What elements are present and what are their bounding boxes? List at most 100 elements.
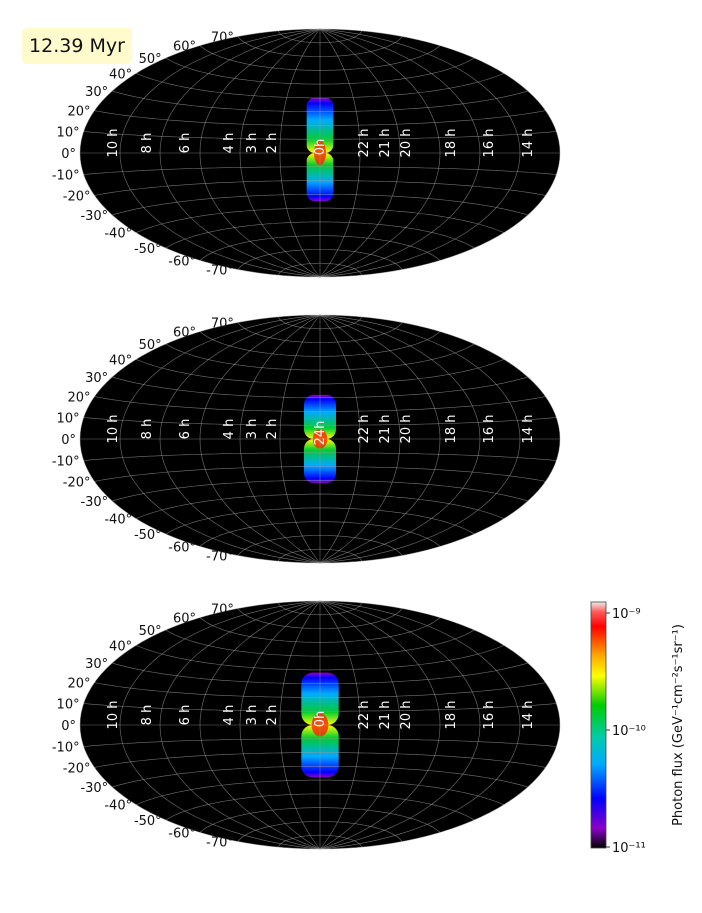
parallel-line	[278, 30, 362, 44]
latitude-label: -40°	[104, 799, 132, 814]
parallel-line	[94, 110, 546, 126]
right-ascension-label: 6 h	[178, 133, 193, 154]
parallel-line	[135, 493, 505, 519]
latitude-label: -70°	[206, 550, 234, 565]
right-ascension-label: 22 h	[357, 415, 372, 444]
parallel-line	[237, 821, 403, 842]
parallel-line	[278, 602, 362, 616]
parallel-line	[165, 343, 475, 371]
right-ascension-label: 20 h	[399, 129, 414, 158]
latitude-label: 60°	[173, 40, 196, 55]
colorbar-tick-label: 10⁻¹¹	[612, 841, 646, 856]
latitude-label: -60°	[168, 826, 196, 841]
right-ascension-label: 14 h	[521, 415, 536, 444]
parallel-line	[237, 36, 403, 57]
latitude-label: -20°	[63, 475, 91, 490]
latitude-label: 0°	[61, 147, 76, 162]
right-ascension-label: 2 h	[265, 705, 280, 726]
parallel-line	[199, 807, 441, 833]
latitude-label: 10°	[57, 698, 80, 713]
parallel-line	[83, 703, 557, 712]
colorbar-scale	[590, 601, 607, 849]
parallel-line	[278, 316, 362, 330]
parallel-line	[94, 396, 546, 412]
latitude-label: 0°	[61, 433, 76, 448]
right-ascension-label: 4 h	[222, 133, 237, 154]
latitude-label: 10°	[57, 126, 80, 141]
right-ascension-label: 16 h	[482, 701, 497, 730]
parallel-line	[237, 608, 403, 629]
latitude-label: 60°	[173, 326, 196, 341]
right-ascension-label: 10 h	[106, 129, 121, 158]
right-ascension-label: 8 h	[140, 705, 155, 726]
parallel-line	[94, 752, 546, 768]
right-ascension-label: 22 h	[357, 701, 372, 730]
parallel-line	[199, 521, 441, 547]
colorbar-axis-label: Photon flux (GeV⁻¹cm⁻²s⁻¹sr⁻¹)	[671, 624, 686, 826]
parallel-line	[135, 779, 505, 805]
latitude-label: 40°	[109, 353, 132, 368]
parallel-line	[135, 359, 505, 385]
parallel-line	[199, 617, 441, 643]
right-ascension-label: 18 h	[444, 701, 459, 730]
right-ascension-label: 21 h	[378, 129, 393, 158]
latitude-label: 70°	[211, 603, 234, 618]
center-ra-label: 0h	[313, 711, 328, 728]
latitude-label: 10°	[57, 412, 80, 427]
latitude-label: -60°	[168, 540, 196, 555]
right-ascension-label: 4 h	[222, 705, 237, 726]
latitude-label: 40°	[109, 67, 132, 82]
parallel-line	[83, 738, 557, 747]
right-ascension-label: 14 h	[521, 701, 536, 730]
parallel-line	[165, 629, 475, 657]
parallel-line	[135, 73, 505, 99]
latitude-label: -40°	[104, 227, 132, 242]
right-ascension-label: 20 h	[399, 701, 414, 730]
sky-map-panel: 70°60°50°40°30°20°10°0°-10°-20°-30°-40°-…	[52, 314, 561, 565]
right-ascension-label: 2 h	[265, 133, 280, 154]
parallel-line	[83, 166, 557, 175]
latitude-label: 60°	[173, 612, 196, 627]
parallel-line	[199, 235, 441, 261]
latitude-label: -10°	[52, 741, 80, 756]
latitude-label: -60°	[168, 254, 196, 269]
right-ascension-label: 4 h	[222, 419, 237, 440]
right-ascension-label: 3 h	[245, 133, 260, 154]
parallel-line	[94, 466, 546, 482]
latitude-label: 20°	[67, 677, 90, 692]
latitude-label: -30°	[80, 495, 108, 510]
latitude-label: -10°	[52, 455, 80, 470]
latitude-label: -20°	[63, 761, 91, 776]
parallel-line	[237, 535, 403, 556]
latitude-label: 50°	[139, 338, 162, 353]
parallel-line	[199, 45, 441, 71]
latitude-label: 30°	[85, 371, 108, 386]
right-ascension-label: 6 h	[178, 705, 193, 726]
parallel-line	[278, 262, 362, 276]
right-ascension-label: 16 h	[482, 129, 497, 158]
latitude-label: 20°	[67, 105, 90, 120]
latitude-label: -70°	[206, 836, 234, 851]
parallel-line	[165, 793, 475, 821]
parallel-line	[237, 249, 403, 270]
sky-map-panel: 70°60°50°40°30°20°10°0°-10°-20°-30°-40°-…	[52, 600, 561, 851]
latitude-label: -20°	[63, 189, 91, 204]
right-ascension-label: 16 h	[482, 415, 497, 444]
latitude-label: -50°	[134, 528, 162, 543]
parallel-line	[278, 548, 362, 562]
parallel-line	[83, 452, 557, 461]
parallel-line	[165, 57, 475, 85]
parallel-line	[112, 766, 528, 788]
parallel-line	[199, 331, 441, 357]
colorbar-tick-label: 10⁻⁹	[612, 607, 641, 622]
right-ascension-label: 10 h	[106, 415, 121, 444]
parallel-line	[94, 682, 546, 698]
right-ascension-label: 22 h	[357, 129, 372, 158]
latitude-label: 30°	[85, 657, 108, 672]
right-ascension-label: 8 h	[140, 133, 155, 154]
parallel-line	[165, 221, 475, 249]
right-ascension-label: 21 h	[378, 415, 393, 444]
right-ascension-label: 2 h	[265, 419, 280, 440]
latitude-label: -50°	[134, 242, 162, 257]
